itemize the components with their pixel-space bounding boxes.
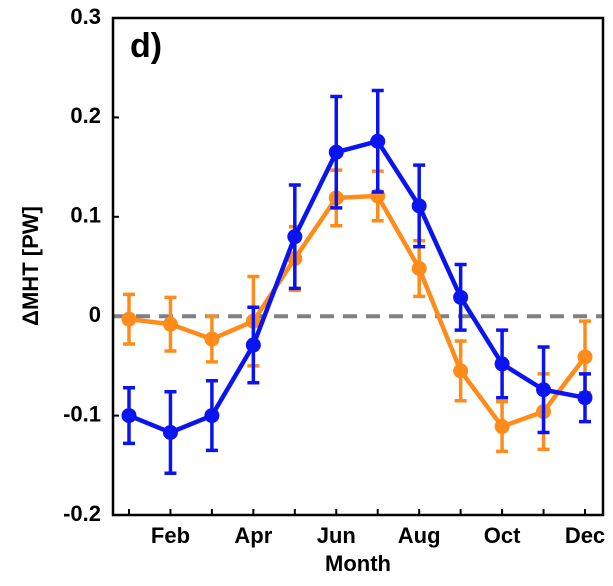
point — [494, 356, 510, 372]
point — [411, 198, 427, 214]
x-tick-label: Dec — [565, 523, 605, 548]
point — [577, 390, 593, 406]
point — [577, 349, 593, 365]
plot-frame — [111, 16, 605, 517]
point — [204, 408, 220, 424]
point — [453, 363, 469, 379]
point — [328, 144, 344, 160]
point — [287, 229, 303, 245]
x-tick-label: Apr — [234, 523, 272, 548]
point — [453, 289, 469, 305]
point — [162, 316, 178, 332]
x-axis-label: Month — [325, 551, 391, 576]
y-tick-label: -0.2 — [63, 501, 101, 526]
y-tick-label: 0.1 — [70, 203, 101, 228]
point — [411, 260, 427, 276]
y-tick-label: 0.2 — [70, 103, 101, 128]
point — [245, 337, 261, 353]
point — [121, 408, 137, 424]
point — [494, 419, 510, 435]
x-tick-label: Oct — [484, 523, 521, 548]
y-tick-label: -0.1 — [63, 401, 101, 426]
point — [121, 311, 137, 327]
y-tick-label: 0.3 — [70, 4, 101, 29]
series-line — [128, 138, 586, 435]
point — [536, 382, 552, 398]
x-tick-label: Feb — [151, 523, 190, 548]
x-tick-label: Aug — [398, 523, 441, 548]
point — [370, 133, 386, 149]
x-tick-label: Jun — [317, 523, 356, 548]
series-line — [128, 193, 587, 430]
y-tick-label: 0 — [89, 302, 101, 327]
point — [162, 424, 178, 440]
y-axis-label: ΔMHT [PW] — [18, 206, 43, 326]
point — [204, 331, 220, 347]
panel-label: d) — [130, 27, 162, 65]
